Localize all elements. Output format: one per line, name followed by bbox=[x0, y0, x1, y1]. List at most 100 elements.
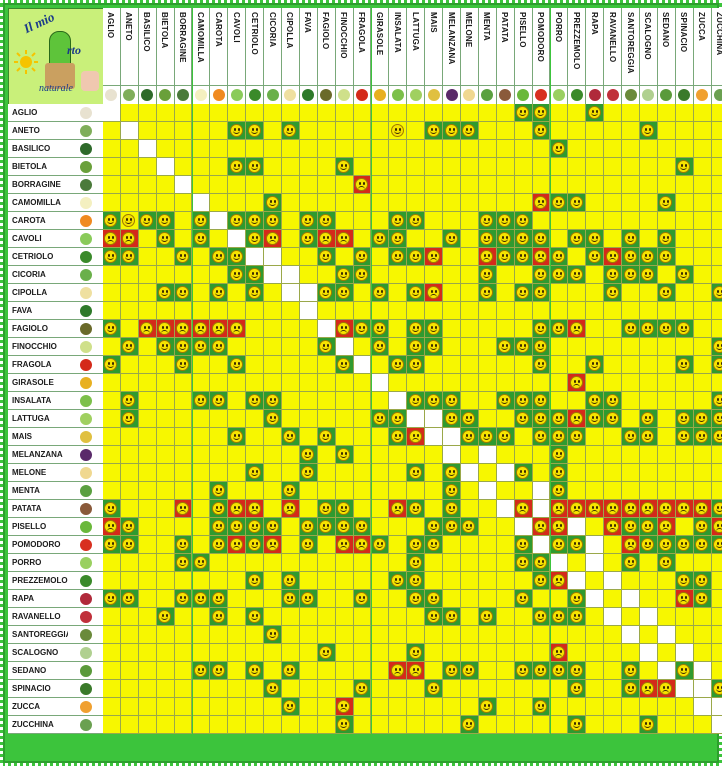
smiley-face-icon bbox=[158, 609, 172, 623]
grid-cell-neutral bbox=[657, 644, 676, 662]
row-label-aneto: ANETO bbox=[8, 122, 68, 140]
grid-cell-neutral bbox=[371, 626, 390, 644]
column-label: RAVANELLO bbox=[607, 12, 617, 63]
column-header-basilico: BASILICO bbox=[138, 8, 157, 85]
grid-cell-self bbox=[640, 644, 658, 662]
grid-cell-good bbox=[550, 410, 569, 428]
grid-cell-neutral bbox=[192, 518, 211, 536]
grid-cell-neutral bbox=[353, 716, 372, 734]
grid-cell-neutral bbox=[120, 698, 139, 716]
column-label: FRAGOLA bbox=[357, 12, 367, 53]
grid-cell-good bbox=[693, 428, 712, 446]
grid-cell-neutral bbox=[711, 266, 722, 284]
prezzemolo-icon bbox=[79, 574, 92, 587]
grid-cell-neutral bbox=[192, 446, 211, 464]
grid-cell-neutral bbox=[622, 392, 640, 410]
grid-cell-neutral bbox=[156, 248, 175, 266]
grid-cell-bad bbox=[246, 500, 265, 518]
grid-cell-neutral bbox=[604, 338, 623, 356]
grid-cell-good bbox=[711, 428, 722, 446]
grid-cell-neutral bbox=[317, 266, 336, 284]
grid-cell-good bbox=[156, 212, 175, 230]
grid-cell-neutral bbox=[568, 338, 587, 356]
grid-cell-neutral bbox=[461, 320, 479, 338]
column-label: LATTUGA bbox=[410, 12, 420, 52]
grid-cell-good bbox=[299, 446, 318, 464]
grid-cell-good bbox=[246, 536, 265, 554]
grid-cell-good bbox=[622, 320, 640, 338]
grid-cell-neutral bbox=[568, 158, 587, 176]
smiley-face-icon bbox=[462, 519, 476, 533]
grid-cell-good bbox=[192, 590, 211, 608]
smiley-face-icon bbox=[158, 213, 172, 227]
grid-cell-neutral bbox=[389, 482, 408, 500]
grid-cell-good bbox=[568, 662, 587, 680]
grid-cell-neutral bbox=[550, 698, 569, 716]
grid-cell-good bbox=[425, 590, 444, 608]
grid-cell-neutral bbox=[443, 572, 461, 590]
grid-cell-good bbox=[622, 518, 640, 536]
grid-cell-neutral bbox=[353, 122, 372, 140]
grid-cell-neutral bbox=[210, 716, 229, 734]
column-label: MELANZANA bbox=[446, 12, 456, 65]
column-label: CAVOLI bbox=[231, 12, 241, 43]
grid-cell-good bbox=[568, 266, 587, 284]
grid-cell-neutral bbox=[389, 518, 408, 536]
grid-cell-neutral bbox=[156, 392, 175, 410]
grid-cell-neutral bbox=[657, 140, 676, 158]
grid-cell-good bbox=[425, 338, 444, 356]
smiley-face-icon bbox=[623, 249, 637, 263]
grid-cell-neutral bbox=[353, 230, 372, 248]
grid-cell-neutral bbox=[675, 338, 694, 356]
grid-cell-neutral bbox=[622, 158, 640, 176]
grid-cell-good bbox=[478, 284, 497, 302]
grid-cell-good bbox=[210, 392, 229, 410]
grid-cell-neutral bbox=[228, 644, 247, 662]
grid-cell-neutral bbox=[264, 482, 282, 500]
grid-cell-neutral bbox=[299, 662, 318, 680]
grid-cell-neutral bbox=[478, 104, 497, 122]
grid-cell-neutral bbox=[496, 140, 515, 158]
grid-cell-good bbox=[228, 356, 247, 374]
prezzemolo-icon bbox=[570, 89, 583, 101]
grid-cell-neutral bbox=[568, 482, 587, 500]
grid-cell-neutral bbox=[622, 410, 640, 428]
column-header-carota: CAROTA bbox=[210, 8, 229, 85]
grid-cell-bad bbox=[604, 500, 623, 518]
grid-cell-neutral bbox=[657, 608, 676, 626]
smiley-face-icon bbox=[408, 573, 422, 587]
grid-cell-good bbox=[335, 716, 354, 734]
grid-cell-bad bbox=[568, 410, 587, 428]
grid-cell-neutral bbox=[657, 176, 676, 194]
grid-cell-neutral bbox=[550, 122, 569, 140]
grid-cell-neutral bbox=[586, 176, 605, 194]
grid-cell-good bbox=[156, 284, 175, 302]
smiley-face-icon bbox=[623, 267, 637, 281]
column-icon-cell bbox=[371, 85, 390, 104]
grid-cell-neutral bbox=[461, 302, 479, 320]
smiley-face-icon bbox=[713, 357, 722, 371]
smiley-face-icon bbox=[337, 357, 351, 371]
grid-cell-neutral bbox=[317, 698, 336, 716]
grid-cell-good bbox=[568, 608, 587, 626]
grid-cell-neutral bbox=[604, 194, 623, 212]
grid-cell-self bbox=[604, 572, 623, 590]
grid-cell-good bbox=[407, 572, 426, 590]
grid-cell-bad bbox=[156, 320, 175, 338]
grid-cell-neutral bbox=[443, 554, 461, 572]
grid-cell-neutral bbox=[228, 464, 247, 482]
grid-cell-neutral bbox=[138, 392, 157, 410]
grid-cell-neutral bbox=[156, 446, 175, 464]
column-label: GIRASOLE bbox=[374, 12, 384, 56]
grid-cell-good bbox=[640, 266, 658, 284]
grid-cell-bad bbox=[532, 518, 551, 536]
grid-cell-good bbox=[675, 662, 694, 680]
grid-cell-neutral bbox=[586, 518, 605, 536]
grid-cell-neutral bbox=[604, 122, 623, 140]
sad-face-icon bbox=[104, 519, 118, 533]
grid-cell-good bbox=[514, 536, 533, 554]
grid-cell-neutral bbox=[604, 302, 623, 320]
grid-cell-neutral bbox=[711, 554, 722, 572]
grid-cell-neutral bbox=[425, 446, 444, 464]
grid-cell-neutral bbox=[282, 536, 300, 554]
